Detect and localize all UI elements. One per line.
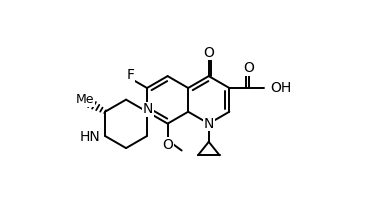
Text: O: O xyxy=(162,138,173,152)
Text: O: O xyxy=(204,46,214,60)
Text: HN: HN xyxy=(80,130,101,144)
Text: OH: OH xyxy=(270,81,291,95)
Text: O: O xyxy=(243,61,255,75)
Text: F: F xyxy=(126,68,134,82)
Text: N: N xyxy=(204,117,214,131)
Text: Me: Me xyxy=(76,93,94,106)
Text: N: N xyxy=(143,102,153,116)
